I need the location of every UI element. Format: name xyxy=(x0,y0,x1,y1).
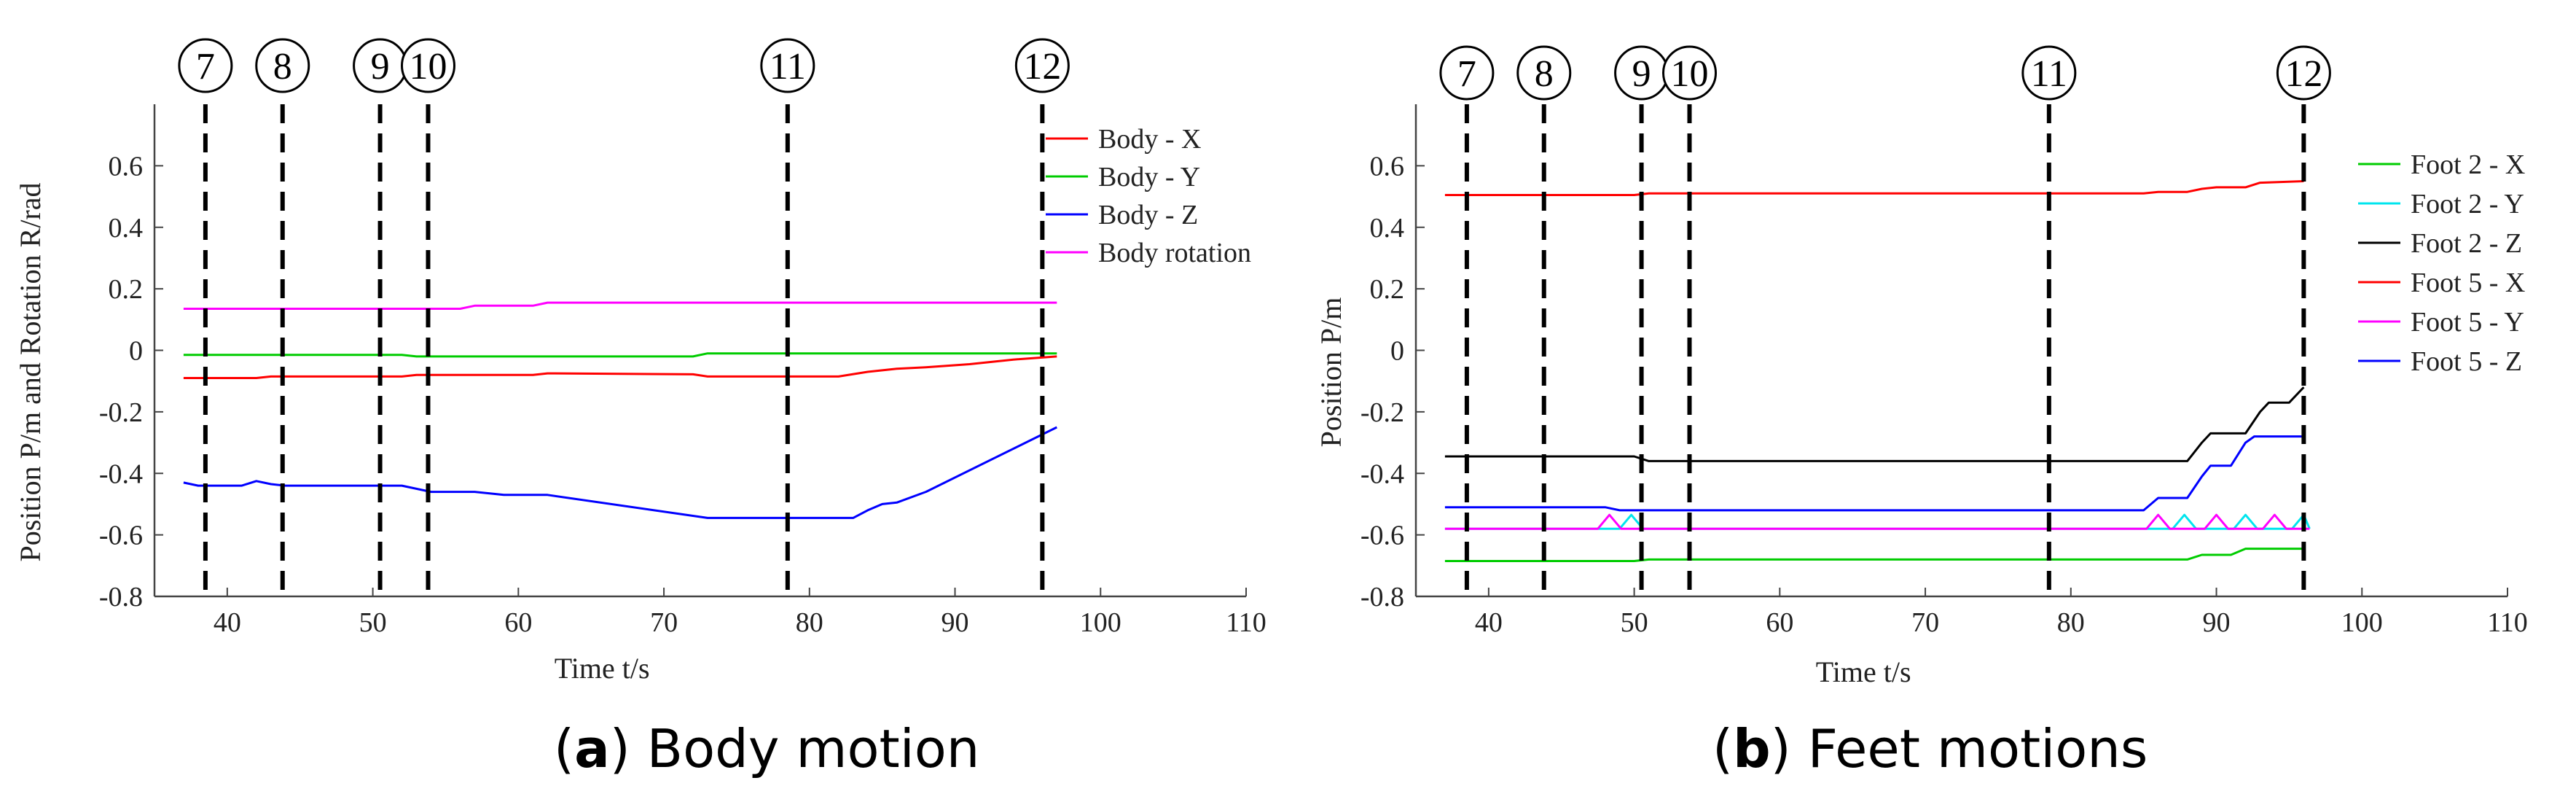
event-marker-circle xyxy=(1014,38,1070,93)
x-tick-label: 80 xyxy=(2057,607,2085,638)
event-marker-circle xyxy=(2021,45,2077,101)
y-axis-label: Position P/m xyxy=(1315,297,1347,448)
y-tick-label: 0.6 xyxy=(109,151,144,182)
event-marker-label: 12 xyxy=(2285,53,2322,95)
event-marker-label: 11 xyxy=(770,46,806,87)
y-tick-label: -0.2 xyxy=(1361,397,1404,428)
event-marker-circle xyxy=(178,38,233,93)
series-line-body-z xyxy=(183,426,1057,519)
series-line-foot-5-x xyxy=(1444,180,2304,196)
x-tick-label: 50 xyxy=(1621,607,1648,638)
x-tick-label: 60 xyxy=(504,607,532,638)
caption-a-letter: a xyxy=(574,718,610,779)
event-marker-circle xyxy=(1661,45,1717,101)
event-marker-label: 8 xyxy=(1535,53,1554,95)
series-line-body-x xyxy=(183,355,1057,379)
caption-b-text: Feet motions xyxy=(1807,718,2148,779)
event-marker-circle xyxy=(2276,45,2331,101)
x-tick-label: 50 xyxy=(359,607,387,638)
caption-b: (b) Feet motions xyxy=(1712,718,2148,779)
x-tick-label: 100 xyxy=(1080,607,1121,638)
y-tick-label: -0.8 xyxy=(1361,582,1404,612)
x-tick-label: 90 xyxy=(941,607,969,638)
legend-label: Foot 5 - Z xyxy=(2411,346,2522,377)
event-marker-label: 9 xyxy=(1632,53,1651,95)
series-line-foot-2-z xyxy=(1444,386,2305,462)
x-tick-label: 70 xyxy=(650,607,678,638)
x-axis-label: Time t/s xyxy=(555,652,650,685)
caption-a: (a) Body motion xyxy=(554,718,980,779)
series-line-foot-2-x xyxy=(1444,548,2304,562)
caption-b-letter: b xyxy=(1733,718,1771,779)
x-tick-label: 100 xyxy=(2341,607,2383,638)
x-tick-label: 80 xyxy=(796,607,823,638)
legend-label: Foot 5 - X xyxy=(2411,268,2525,298)
event-marker-label: 7 xyxy=(1457,53,1476,95)
legend-label: Foot 2 - Z xyxy=(2411,228,2522,259)
y-tick-label: 0.2 xyxy=(109,274,144,305)
y-tick-label: 0.4 xyxy=(1370,213,1405,244)
x-tick-label: 40 xyxy=(214,607,241,638)
chart-body: 40 50 60 70 80 90 100 110 -0.8 -0.6 -0.4 -0.2 0 0.2 0.… xyxy=(14,38,1267,685)
event-marker-label: 8 xyxy=(273,46,292,87)
chart-feet: 40 50 60 70 80 90 100 110 -0.8 -0.6 -0.4 -0.2 0 0.2 0.… xyxy=(1315,45,2528,688)
event-marker-circle xyxy=(255,38,310,93)
event-marker-label: 12 xyxy=(1023,46,1061,87)
x-tick-label: 90 xyxy=(2203,607,2231,638)
legend-label: Body rotation xyxy=(1098,238,1251,268)
y-tick-label: -0.4 xyxy=(99,459,143,489)
caption-a-text: Body motion xyxy=(646,718,980,779)
x-tick-label: 70 xyxy=(1911,607,1939,638)
series-line-foot-5-y xyxy=(1444,513,2310,530)
event-marker-circle xyxy=(760,38,815,93)
event-marker-circle xyxy=(1439,45,1495,101)
legend-label: Foot 5 - Y xyxy=(2411,307,2524,338)
y-tick-label: 0.6 xyxy=(1370,151,1405,182)
y-tick-label: -0.4 xyxy=(1361,459,1404,489)
y-tick-label: -0.6 xyxy=(1361,521,1404,551)
event-marker-circle xyxy=(400,38,455,93)
series-line-body-rotation xyxy=(183,301,1057,310)
y-tick-label: 0 xyxy=(1390,336,1404,367)
legend-label: Foot 2 - X xyxy=(2411,149,2525,180)
x-tick-label: 110 xyxy=(2487,607,2528,638)
legend-label: Body - Y xyxy=(1098,162,1200,192)
y-tick-label: -0.6 xyxy=(99,521,143,551)
y-tick-label: 0.2 xyxy=(1370,274,1405,305)
event-marker-circle xyxy=(1516,45,1572,101)
series-line-foot-5-z xyxy=(1444,435,2304,512)
event-marker-label: 10 xyxy=(1670,53,1708,95)
y-tick-label: -0.2 xyxy=(99,397,143,428)
event-marker-label: 11 xyxy=(2031,53,2067,95)
y-axis-label: Position P/m and Rotation R/rad xyxy=(14,182,47,561)
legend-label: Foot 2 - Y xyxy=(2411,189,2524,219)
y-tick-label: -0.8 xyxy=(99,582,143,612)
y-tick-label: 0.4 xyxy=(109,213,144,244)
legend-label: Body - Z xyxy=(1098,200,1198,230)
event-marker-label: 10 xyxy=(409,46,447,87)
event-marker-label: 7 xyxy=(196,46,215,87)
x-tick-label: 60 xyxy=(1766,607,1793,638)
x-tick-label: 40 xyxy=(1475,607,1503,638)
series-line-body-y xyxy=(183,352,1057,358)
x-axis-label: Time t/s xyxy=(1816,655,1911,688)
event-marker-label: 9 xyxy=(371,46,390,87)
x-tick-label: 110 xyxy=(1226,607,1267,638)
series-line-foot-2-y xyxy=(1444,513,2311,530)
legend-label: Body - X xyxy=(1098,124,1201,155)
y-tick-label: 0 xyxy=(129,336,143,367)
